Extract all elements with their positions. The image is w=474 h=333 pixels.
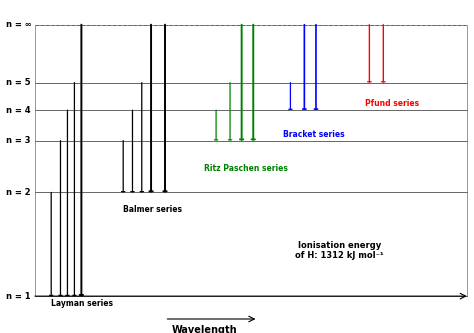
Text: n = ∞: n = ∞ <box>6 20 31 29</box>
Text: n = 4: n = 4 <box>6 106 30 115</box>
Text: Ionisation energy
of H: 1312 kJ mol⁻¹: Ionisation energy of H: 1312 kJ mol⁻¹ <box>295 241 383 260</box>
Bar <box>35 25 467 296</box>
Text: Layman series: Layman series <box>51 299 113 308</box>
Text: Bracket series: Bracket series <box>283 130 345 139</box>
Text: n = 1: n = 1 <box>6 292 30 301</box>
Text: Ritz Paschen series: Ritz Paschen series <box>204 164 288 172</box>
Text: Wavelength: Wavelength <box>172 325 237 333</box>
Text: n = 3: n = 3 <box>6 136 30 145</box>
Text: Balmer series: Balmer series <box>123 205 182 214</box>
Text: Pfund series: Pfund series <box>365 100 419 109</box>
Text: n = 2: n = 2 <box>6 188 30 197</box>
Text: n = 5: n = 5 <box>6 78 30 87</box>
